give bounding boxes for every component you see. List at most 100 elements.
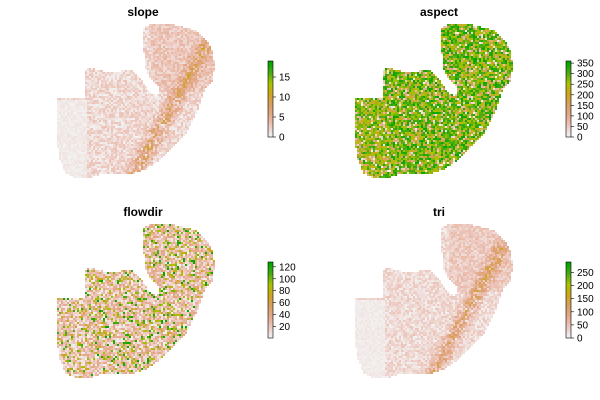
colorbar-segment [268, 89, 273, 92]
raster-cell [79, 158, 81, 160]
raster-cell [101, 114, 103, 116]
raster-cell [101, 162, 103, 164]
raster-cell [59, 158, 61, 160]
raster-cell [495, 80, 497, 82]
raster-cell [137, 102, 139, 104]
raster-cell [141, 94, 143, 96]
raster-cell [125, 96, 127, 98]
raster-cell [57, 106, 59, 108]
raster-cell [505, 82, 507, 84]
raster-cell [191, 96, 193, 98]
raster-cell [189, 92, 191, 94]
raster-cell [491, 44, 493, 46]
raster-cell [149, 118, 151, 120]
raster-cell [201, 94, 203, 96]
raster-cell [191, 98, 193, 100]
raster-cell [197, 46, 199, 48]
raster-cell [485, 46, 487, 48]
raster-cell [171, 76, 173, 78]
raster-cell [465, 24, 467, 26]
raster-cell [459, 50, 461, 52]
raster-cell [181, 26, 183, 28]
raster-cell [425, 74, 427, 76]
raster-cell [131, 168, 133, 170]
raster-cell [207, 62, 209, 64]
raster-cell [67, 166, 69, 168]
raster-cell [137, 132, 139, 134]
raster-cell [177, 82, 179, 84]
raster-cell [167, 70, 169, 72]
raster-cell [149, 74, 151, 76]
raster-cell [507, 78, 509, 80]
raster-cell [175, 118, 177, 120]
raster-cell [101, 92, 103, 94]
raster-cell [189, 70, 191, 72]
raster-cell [193, 48, 195, 50]
raster-cell [485, 60, 487, 62]
raster-cell [417, 80, 419, 82]
raster-cell [121, 146, 123, 148]
raster-cell [469, 24, 471, 26]
raster-cell [91, 158, 93, 160]
raster-cell [141, 104, 143, 106]
raster-cell [159, 86, 161, 88]
raster-cell [497, 40, 499, 42]
raster-cell [459, 64, 461, 66]
raster-cell [167, 144, 169, 146]
raster-cell [183, 68, 185, 70]
raster-cell [159, 102, 161, 104]
raster-cell [483, 46, 485, 48]
raster-cell [93, 68, 95, 70]
raster-cell [205, 44, 207, 46]
raster-cell [173, 54, 175, 56]
raster-cell [65, 164, 67, 166]
raster-cell [77, 148, 79, 150]
raster-cell [157, 68, 159, 70]
raster-cell [163, 154, 165, 156]
raster-cell [161, 144, 163, 146]
raster-cell [191, 66, 193, 68]
raster-cell [175, 96, 177, 98]
raster-cell [385, 76, 387, 78]
raster-cell [109, 84, 111, 86]
raster-cell [69, 98, 71, 100]
raster-cell [61, 128, 63, 130]
raster-cell [101, 166, 103, 168]
raster-cell [127, 150, 129, 152]
raster-cell [141, 148, 143, 150]
raster-cell [111, 116, 113, 118]
raster-cell [153, 120, 155, 122]
raster-cell [443, 34, 445, 36]
raster-cell [125, 172, 127, 174]
raster-cell [483, 30, 485, 32]
raster-cell [171, 146, 173, 148]
raster-cell [505, 78, 507, 80]
raster-cell [107, 116, 109, 118]
raster-cell [89, 112, 91, 114]
raster-cell [491, 34, 493, 36]
raster-cell [181, 68, 183, 70]
raster-cell [501, 48, 503, 50]
raster-cell [485, 62, 487, 64]
raster-cell [177, 74, 179, 76]
raster-cell [171, 108, 173, 110]
raster-cell [171, 54, 173, 56]
raster-cell [465, 26, 467, 28]
raster-cell [177, 42, 179, 44]
raster-cell [101, 94, 103, 96]
raster-cell [191, 110, 193, 112]
raster-cell [113, 130, 115, 132]
raster-cell [127, 170, 129, 172]
raster-cell [207, 74, 209, 76]
raster-cell [155, 70, 157, 72]
raster-cell [159, 98, 161, 100]
raster-cell [125, 108, 127, 110]
raster-cell [89, 98, 91, 100]
raster-cell [187, 46, 189, 48]
raster-cell [125, 82, 127, 84]
raster-cell [129, 168, 131, 170]
raster-cell [119, 80, 121, 82]
raster-cell [495, 76, 497, 78]
colorbar-segment [268, 135, 273, 138]
raster-cell [77, 168, 79, 170]
